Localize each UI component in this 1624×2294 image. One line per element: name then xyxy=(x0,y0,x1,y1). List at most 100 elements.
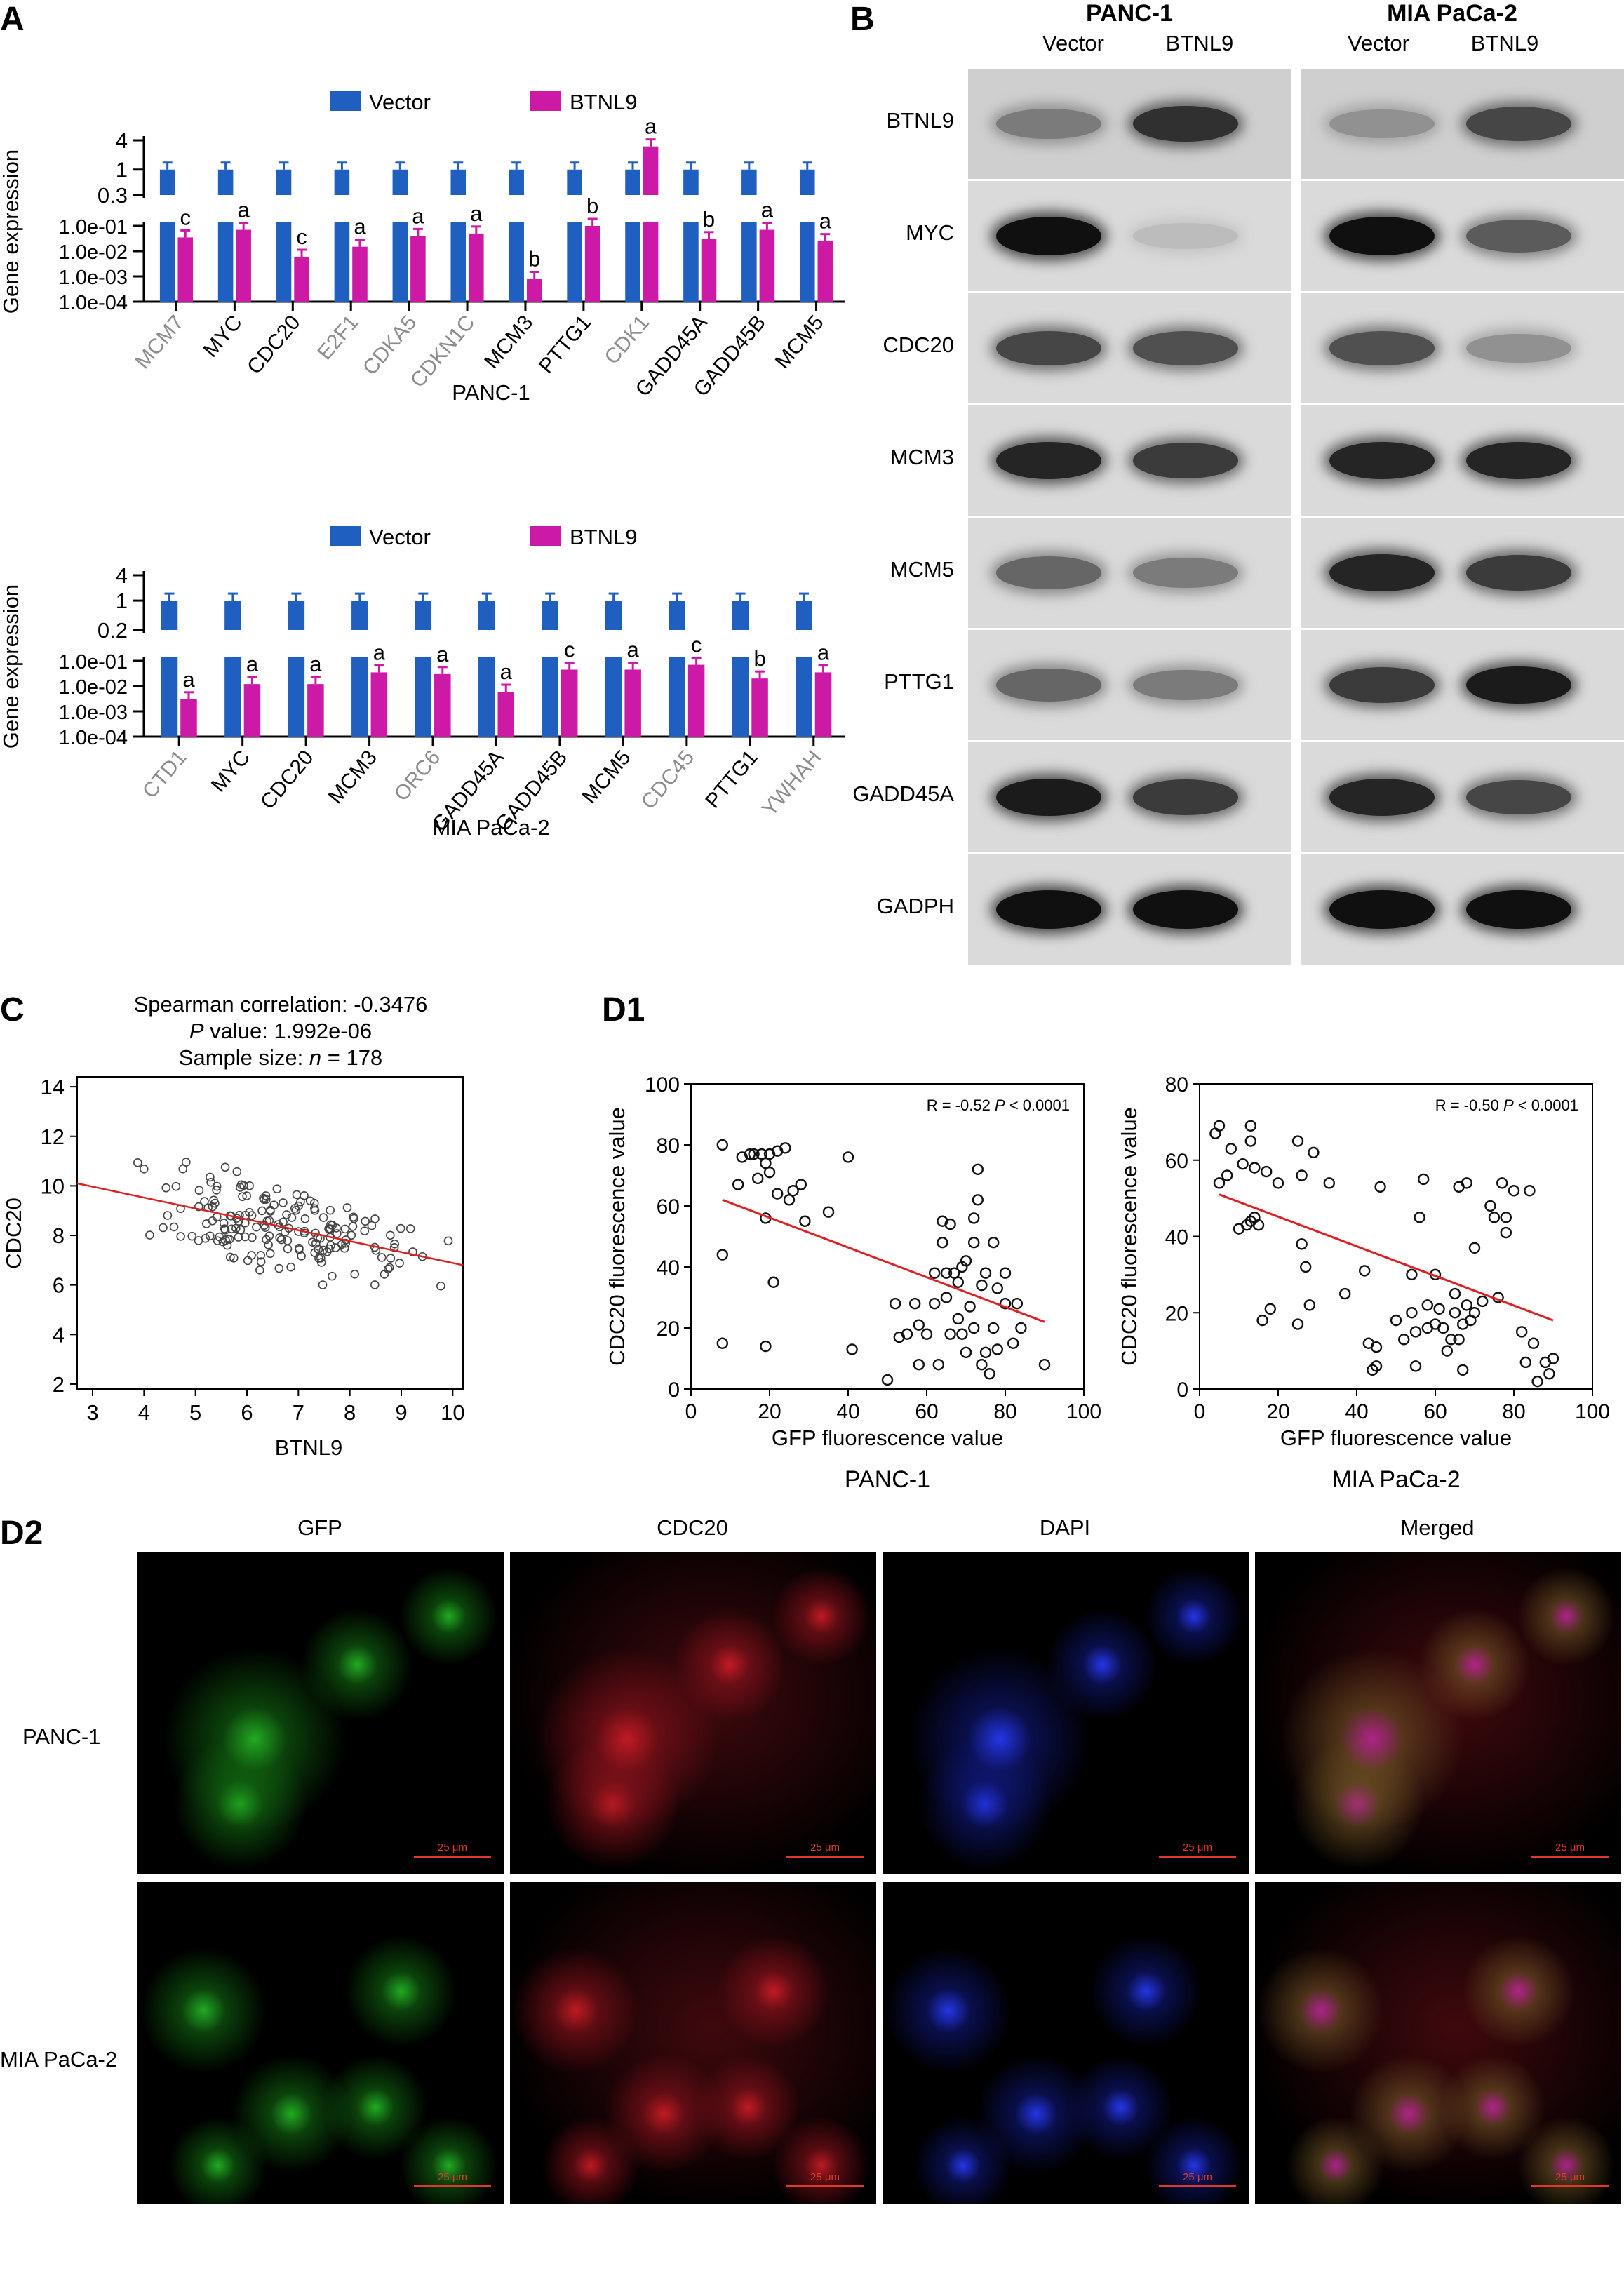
significance-letter: b xyxy=(703,207,715,232)
d1-points xyxy=(1209,1120,1559,1388)
bar-btnl9 xyxy=(180,699,197,737)
d1-y-axis-label: CDC20 fluorescence value xyxy=(1117,1107,1141,1366)
bar-chart-mia-paca2: Vector BTNL9 Gene expression 41 0.2 1.0e-01 1.… xyxy=(0,525,845,840)
c-point xyxy=(384,1263,394,1273)
scale-bar-label: 25 μm xyxy=(1183,2171,1212,2183)
x-category-label: ORC6 xyxy=(390,746,445,805)
bar-vector-lower xyxy=(392,222,408,302)
c-point xyxy=(171,1181,181,1191)
significance-letter: a xyxy=(761,198,774,222)
x-axis-title: MIA PaCa-2 xyxy=(432,815,549,840)
c-point xyxy=(241,1232,250,1242)
d1-point xyxy=(968,1237,980,1249)
blot-header-mia: MIA PaCa-2 xyxy=(1387,0,1517,27)
d1-point xyxy=(976,1359,988,1371)
c-point xyxy=(282,1210,291,1219)
bar-vector-lower xyxy=(224,657,241,737)
c-point xyxy=(194,1186,204,1195)
d1-y-tick-label: 40 xyxy=(657,1256,680,1280)
bar-vector xyxy=(159,169,175,195)
c-point xyxy=(187,1231,197,1241)
x-category-label: PTTG1 xyxy=(701,746,762,812)
bar-btnl9 xyxy=(584,226,600,302)
d1-point xyxy=(1213,1177,1226,1189)
d1-point xyxy=(979,1346,992,1358)
c-point xyxy=(384,1264,393,1274)
blot-strip xyxy=(968,405,1291,516)
d1-point xyxy=(1296,1169,1308,1181)
c-y-tick-label: 2 xyxy=(53,1372,65,1397)
d1-point xyxy=(1461,1177,1472,1189)
c-point xyxy=(194,1236,203,1245)
c-point xyxy=(206,1231,215,1241)
c-point xyxy=(395,1259,404,1268)
d1-point xyxy=(1449,1307,1461,1319)
blot-band xyxy=(996,778,1101,817)
lower-tick-label: 1.0e-01 xyxy=(59,651,128,673)
scale-bar xyxy=(1159,1856,1236,1858)
c-point xyxy=(309,1204,319,1214)
blot-band xyxy=(1133,331,1238,365)
bar-vector-lower xyxy=(276,222,292,302)
d1-point xyxy=(1015,1322,1027,1334)
d1-x-tick-label: 60 xyxy=(915,1400,938,1423)
legend-label-vector: Vector xyxy=(369,90,431,114)
significance-letter: a xyxy=(354,215,366,239)
mic-col-cdc20: CDC20 xyxy=(657,1515,728,1540)
d1-point xyxy=(1244,1120,1257,1132)
legend-swatch-btnl9 xyxy=(530,526,561,546)
legend-label-btnl9: BTNL9 xyxy=(570,525,637,549)
mic-row-mia: MIA PaCa-2 xyxy=(0,2047,118,2072)
significance-letter: c xyxy=(691,633,702,657)
blot-band xyxy=(996,669,1101,702)
d1-point xyxy=(944,1328,956,1340)
d1-annot-p-symbol: P xyxy=(1503,1096,1514,1114)
blot-strip xyxy=(968,854,1291,965)
significance-letter: a xyxy=(817,640,830,664)
scale-bar xyxy=(786,2185,864,2187)
x-category-label: MCM5 xyxy=(771,311,828,373)
significance-letter: a xyxy=(470,201,483,226)
bar-btnl9 xyxy=(307,684,324,737)
c-point xyxy=(283,1244,293,1254)
blot-row-label: BTNL9 xyxy=(886,108,954,133)
blot-band xyxy=(1466,555,1571,591)
blot-row-label: GADPH xyxy=(876,894,954,918)
c-title-line3: Sample size: n = 178 xyxy=(179,1045,382,1070)
blot-band xyxy=(996,556,1101,589)
significance-letter: a xyxy=(500,659,513,684)
d1-point xyxy=(1527,1337,1540,1349)
d1-point xyxy=(1260,1165,1273,1178)
c-point xyxy=(286,1262,295,1272)
c-point xyxy=(287,1213,297,1222)
bar-btnl9-lower xyxy=(643,222,659,302)
bar-vector-lower xyxy=(288,657,305,737)
scatter-mia-fluorescence: 0 20 40 60 80 100 0 20 40 60 80 R = -0.50 P < 0.000… xyxy=(1117,1073,1610,1493)
c-point xyxy=(324,1244,334,1254)
blot-strip xyxy=(968,630,1291,740)
significance-letter: c xyxy=(296,224,307,249)
significance-letter: a xyxy=(819,209,832,234)
d1-point xyxy=(1323,1177,1335,1189)
bar-btnl9 xyxy=(370,672,388,737)
bar-vector xyxy=(732,601,749,630)
c-x-tick-label: 6 xyxy=(241,1400,253,1425)
blot-strip xyxy=(1301,742,1624,852)
c-x-tick-label: 10 xyxy=(441,1400,464,1425)
c-point xyxy=(386,1254,396,1263)
c-x-tick-label: 8 xyxy=(344,1400,356,1425)
d1-point xyxy=(1414,1212,1425,1223)
mic-row-panc1: PANC-1 xyxy=(22,1724,101,1749)
c-fit-line xyxy=(76,1182,464,1266)
d1-point xyxy=(1398,1334,1410,1346)
c-x-axis-label: BTNL9 xyxy=(275,1435,342,1460)
blot-band xyxy=(1329,442,1435,479)
c-point xyxy=(377,1253,387,1262)
x-category-label: E2F1 xyxy=(313,311,363,364)
d1-y-tick-label: 100 xyxy=(645,1073,680,1096)
significance-letter: a xyxy=(309,652,322,676)
c-point xyxy=(238,1192,247,1202)
bar-vector xyxy=(161,601,178,630)
d1-point xyxy=(771,1188,784,1200)
scatter-panc1-fluorescence: 0 20 40 60 80 100 0 20 40 60 80 100 R = -0.52 P < 0.… xyxy=(605,1073,1101,1493)
